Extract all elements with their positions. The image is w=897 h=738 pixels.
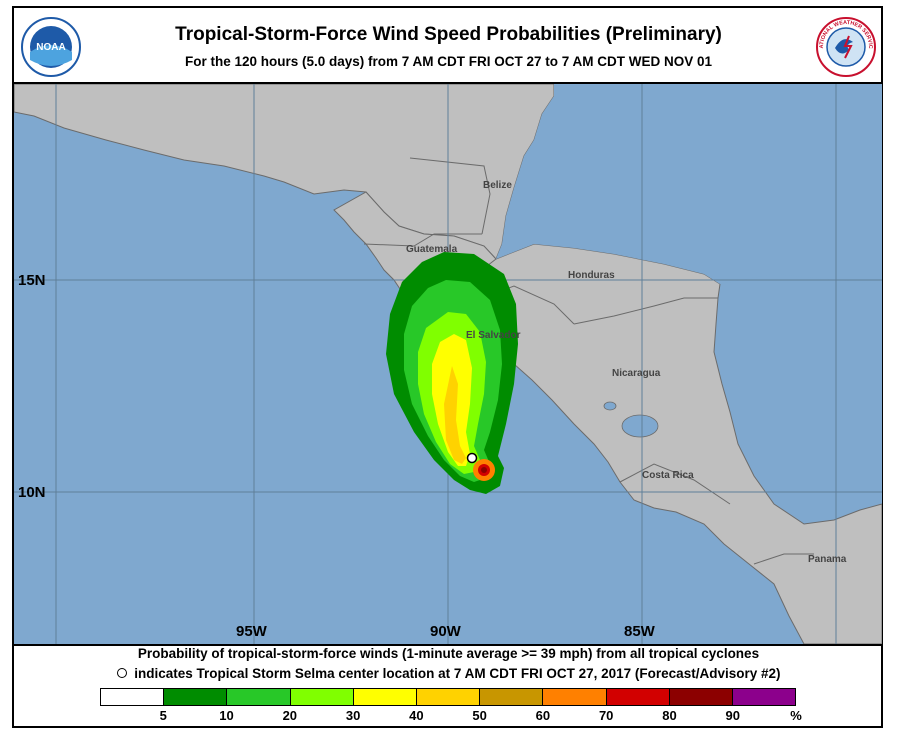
legend-tick-label: 60	[535, 708, 551, 723]
legend-tick-label: %	[790, 708, 802, 723]
legend-tick-label: 20	[282, 708, 298, 723]
legend-tick-label: 40	[409, 708, 424, 723]
probability-map: Belize Guatemala Honduras El Salvador Ni…	[14, 82, 882, 646]
place-guatemala: Guatemala	[406, 244, 458, 255]
place-nicaragua: Nicaragua	[612, 368, 661, 379]
swath-70-80	[481, 467, 487, 473]
map-title: Tropical-Storm-Force Wind Speed Probabil…	[175, 24, 722, 45]
legend-swatch	[353, 689, 417, 705]
legend-tick-label: 90	[725, 708, 740, 723]
lon-label-85w: 85W	[624, 623, 655, 640]
place-honduras: Honduras	[568, 270, 615, 281]
legend-tick-label: 70	[598, 708, 614, 723]
noaa-logo: NOAA	[20, 16, 82, 78]
map-subtitle: For the 120 hours (5.0 days) from 7 AM C…	[184, 54, 713, 69]
lake-nicaragua	[621, 414, 659, 438]
storm-center-marker	[466, 452, 478, 464]
swath-40-50	[444, 366, 466, 464]
legend-swatch	[480, 689, 544, 705]
caribbean-sea	[496, 84, 882, 284]
lake-managua	[603, 401, 617, 411]
nws-logo: NATIONAL WEATHER SERVICE	[813, 12, 877, 78]
legend-swatch	[290, 689, 354, 705]
legend-tick-label: 5	[159, 708, 167, 723]
lon-label-90w: 90W	[430, 623, 461, 640]
legend-tick-label: 10	[219, 708, 234, 723]
legend-swatch	[164, 689, 228, 705]
legend-tick-label: 80	[662, 708, 677, 723]
legend-swatch	[101, 689, 165, 705]
legend-swatch	[669, 689, 733, 705]
probability-swath	[386, 252, 518, 494]
lon-label-95w: 95W	[236, 623, 267, 640]
legend-tick-label: 50	[472, 708, 487, 723]
footer-storm-note-text: indicates Tropical Storm Selma center lo…	[134, 666, 781, 681]
footer-description: Probability of tropical-storm-force wind…	[137, 646, 760, 661]
open-circle-icon	[116, 668, 127, 678]
place-costa-rica: Costa Rica	[642, 470, 694, 481]
place-belize: Belize	[483, 180, 512, 191]
legend-swatch	[543, 689, 607, 705]
legend-tick-label: 30	[345, 708, 361, 723]
legend-swatch	[416, 689, 481, 705]
svg-text:NOAA: NOAA	[36, 42, 65, 53]
legend-swatch	[606, 689, 670, 705]
lat-label-15n: 15N	[18, 272, 46, 289]
legend-swatch	[227, 689, 291, 705]
place-el-salvador: El Salvador	[466, 330, 521, 341]
lat-label-10n: 10N	[18, 484, 46, 501]
legend-swatch	[732, 689, 796, 705]
footer-storm-note: indicates Tropical Storm Selma center lo…	[0, 666, 897, 681]
probability-legend	[100, 688, 796, 706]
place-panama: Panama	[808, 554, 847, 565]
